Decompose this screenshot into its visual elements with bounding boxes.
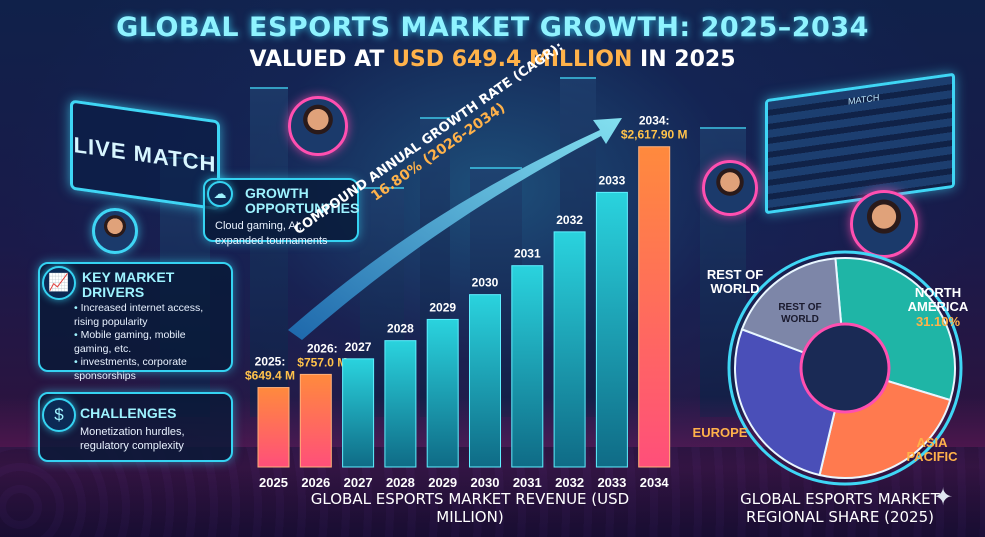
pie-center-hub xyxy=(799,322,891,414)
bar-2028 xyxy=(384,340,417,468)
pie-label-rest-of-world-outer: REST OF WORLD xyxy=(706,267,764,297)
bar-data-label: 2032 xyxy=(556,213,583,227)
crowd-avatar-right xyxy=(850,190,918,258)
driver-item: Increased internet access, rising popula… xyxy=(74,302,221,329)
bar-2026 xyxy=(299,373,332,468)
x-tick-label: 2029 xyxy=(428,475,457,490)
pie-label-north-america: NORTH AMERICA 31.10% xyxy=(898,285,978,329)
x-tick-label: 2034 xyxy=(640,475,670,490)
bar-2031 xyxy=(511,265,544,468)
bar-data-label: 2025: $649.4 M xyxy=(245,355,295,383)
pie-chart-title: GLOBAL ESPORTS MARKET REGIONAL SHARE (20… xyxy=(740,490,940,526)
bar-data-label: 2026: $757.0 M xyxy=(297,341,347,369)
bar-data-label: 2027 xyxy=(345,340,372,354)
north-america-value: 31.10% xyxy=(915,313,961,329)
key-market-drivers-list: Increased internet access, rising popula… xyxy=(74,302,221,383)
growth-opportunities-text: Cloud gaming, AI, expanded tournaments xyxy=(215,220,328,247)
gamer-avatar-left xyxy=(92,208,138,254)
pie-label-asia-pacific: ASIA PACIFIC xyxy=(906,435,958,465)
driver-item: Mobile gaming, mobile gaming, etc. xyxy=(74,329,221,356)
x-tick-label: 2032 xyxy=(555,475,584,490)
x-tick-label: 2028 xyxy=(386,475,415,490)
key-market-drivers-title: KEY MARKET DRIVERS xyxy=(82,269,175,300)
x-tick-label: 2025 xyxy=(259,475,288,490)
growth-opportunities-title: GROWTH OPPORTUNITIES xyxy=(245,185,360,216)
sparkle-icon: ✦ xyxy=(933,484,954,511)
gamer-avatar-right xyxy=(702,160,758,216)
pie-outer-ring xyxy=(727,250,963,486)
bar-2034 xyxy=(638,146,671,468)
x-tick-label: 2030 xyxy=(471,475,500,490)
subtitle-highlight: USD 649.4 MILLION xyxy=(392,47,633,72)
page-title: GLOBAL ESPORTS MARKET GROWTH: 2025–2034 xyxy=(116,12,869,43)
subtitle-suffix: IN 2025 xyxy=(632,47,736,72)
challenges-title: CHALLENGES xyxy=(80,405,177,421)
x-tick-label: 2031 xyxy=(513,475,542,490)
subtitle-prefix: VALUED AT xyxy=(249,47,393,72)
pie-inner-label-rest-of-world: REST OF WORLD xyxy=(778,302,821,325)
bar-2033 xyxy=(595,191,628,468)
gamer-avatar-top xyxy=(288,96,348,156)
key-market-drivers-panel: KEY MARKET DRIVERS Increased internet ac… xyxy=(38,262,233,382)
bar-2027 xyxy=(342,358,375,468)
bar-2030 xyxy=(469,294,501,468)
x-tick-label: 2026 xyxy=(301,475,330,490)
cagr-arrow xyxy=(288,118,622,340)
cloud-network-icon: ☁ xyxy=(207,181,233,207)
bar-data-label: 2033 xyxy=(599,173,626,187)
city-tower xyxy=(250,87,288,417)
bar-data-label: 2028 xyxy=(387,322,414,336)
bar-data-label: 2029 xyxy=(429,300,456,314)
page-subtitle: VALUED AT USD 649.4 MILLION IN 2025 xyxy=(0,47,985,72)
challenges-text: Monetization hurdles, regulatory complex… xyxy=(80,425,185,452)
bar-2032 xyxy=(553,231,586,468)
regional-share-pie: REST OF WORLD xyxy=(727,250,963,486)
bar-data-label: 2030 xyxy=(472,276,499,290)
bar-chart-axis-title: GLOBAL ESPORTS MARKET REVENUE (USD MILLI… xyxy=(310,490,630,526)
pie-label-europe: EUROPE xyxy=(692,425,748,440)
bar-2025 xyxy=(257,387,290,468)
coin-hand-icon: $ xyxy=(42,398,76,432)
bar-2029 xyxy=(426,318,459,468)
bar-data-label: 2031 xyxy=(514,247,541,261)
chart-growth-icon: 📈 xyxy=(42,266,76,300)
north-america-name: NORTH AMERICA xyxy=(907,285,969,315)
x-tick-label: 2027 xyxy=(344,475,373,490)
driver-item: investments, corporate sponsorships xyxy=(74,356,221,383)
x-tick-label: 2033 xyxy=(597,475,626,490)
bar-data-label: 2034: $2,617.90 M xyxy=(621,114,688,142)
